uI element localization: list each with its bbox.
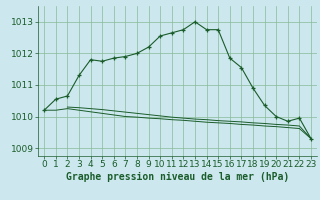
X-axis label: Graphe pression niveau de la mer (hPa): Graphe pression niveau de la mer (hPa) (66, 172, 289, 182)
